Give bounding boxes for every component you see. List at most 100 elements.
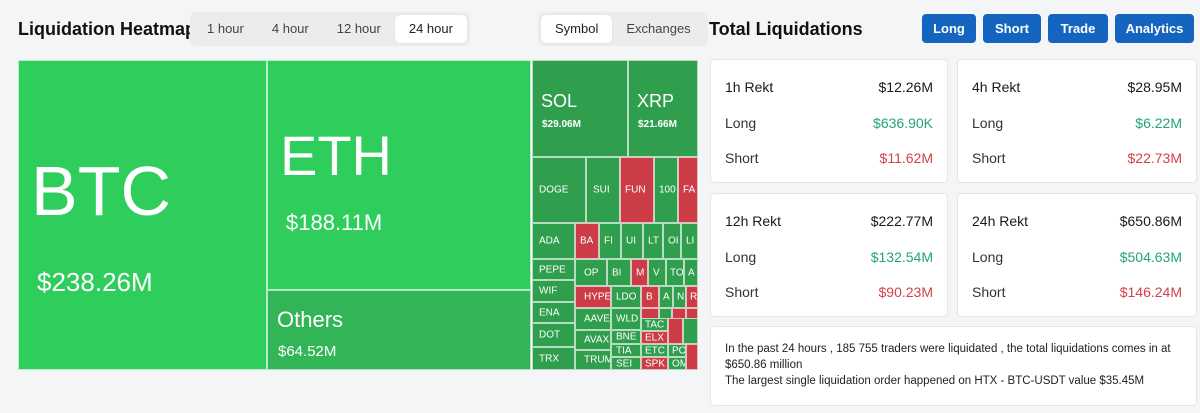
- tile-label: WIF: [539, 285, 558, 297]
- tile-label: AAVE: [584, 313, 610, 325]
- tab-exchanges[interactable]: Exchanges: [626, 21, 691, 36]
- tile-fun[interactable]: FUN: [620, 157, 654, 223]
- tile-label: UI: [626, 235, 636, 247]
- tile-tac[interactable]: TAC: [641, 318, 668, 331]
- tile-fa[interactable]: FA: [678, 157, 698, 223]
- tile-unlabeled-red[interactable]: [686, 344, 698, 370]
- stats-card-24h: 24h Rekt $650.86M Long $504.63M Short $1…: [957, 193, 1197, 317]
- card-header-row: 24h Rekt $650.86M: [972, 213, 1182, 229]
- card-header-row: 4h Rekt $28.95M: [972, 79, 1182, 95]
- tile-xrp[interactable]: XRP $21.66M: [628, 60, 698, 157]
- total-value: $650.86M: [1119, 213, 1182, 229]
- tile-lt[interactable]: LT: [643, 223, 663, 259]
- tile-sol[interactable]: SOL $29.06M: [532, 60, 628, 157]
- tile-doge[interactable]: DOGE: [532, 157, 586, 223]
- long-value: $132.54M: [870, 249, 933, 265]
- tile-label: M: [636, 267, 645, 278]
- tile-label: V: [653, 267, 660, 278]
- tile-spk[interactable]: SPK: [641, 357, 668, 370]
- tile-bne[interactable]: BNE: [611, 330, 641, 344]
- short-row: Short $90.23M: [725, 284, 933, 300]
- tile-tia[interactable]: TIA: [611, 344, 641, 357]
- tile-label: 100: [659, 184, 676, 196]
- tile-label: LDO: [616, 291, 637, 303]
- total-value: $222.77M: [870, 213, 933, 229]
- tile-dot[interactable]: DOT: [532, 323, 575, 347]
- tile-100[interactable]: 100: [654, 157, 678, 223]
- tile-etc[interactable]: ETC: [641, 344, 668, 357]
- short-value: $22.73M: [1127, 150, 1182, 166]
- tile-others[interactable]: Others $64.52M: [267, 290, 531, 370]
- tile-trx[interactable]: TRX: [532, 347, 575, 370]
- long-button[interactable]: Long: [922, 14, 976, 43]
- stats-card-12h: 12h Rekt $222.77M Long $132.54M Short $9…: [710, 193, 948, 317]
- long-row: Long $132.54M: [725, 249, 933, 265]
- trade-button[interactable]: Trade: [1048, 14, 1108, 43]
- tile-wif[interactable]: WIF: [532, 280, 575, 302]
- tile-unlabeled-red[interactable]: [668, 318, 683, 344]
- tab-symbol[interactable]: Symbol: [541, 15, 613, 43]
- tile-bi[interactable]: BI: [607, 259, 631, 286]
- short-label: Short: [725, 150, 759, 166]
- short-button[interactable]: Short: [983, 14, 1041, 43]
- tile-po[interactable]: PO: [668, 344, 686, 357]
- short-row: Short $11.62M: [725, 150, 933, 166]
- tile-op[interactable]: OP: [575, 259, 607, 286]
- tile-avax[interactable]: AVAX: [575, 330, 611, 350]
- tab-24-hour[interactable]: 24 hour: [394, 15, 467, 43]
- tile-ldo[interactable]: LDO: [611, 286, 641, 308]
- tile-n[interactable]: N: [673, 286, 686, 308]
- period-label: 24h Rekt: [972, 213, 1029, 229]
- tile-ada[interactable]: ADA: [532, 223, 575, 259]
- tile-trum[interactable]: TRUM: [575, 350, 611, 370]
- stats-card-4h: 4h Rekt $28.95M Long $6.22M Short $22.73…: [957, 59, 1197, 183]
- tile-sui[interactable]: SUI: [586, 157, 620, 223]
- tile-label: LI: [686, 235, 695, 247]
- tile-label: LT: [648, 235, 659, 247]
- period-label: 4h Rekt: [972, 79, 1021, 95]
- tile-om[interactable]: OM: [668, 357, 686, 370]
- tab-4-hour[interactable]: 4 hour: [271, 21, 309, 36]
- summary-largest-order: The largest single liquidation order hap…: [725, 375, 1145, 387]
- tile-eth[interactable]: ETH $188.11M: [267, 60, 531, 290]
- tile-ui[interactable]: UI: [621, 223, 643, 259]
- tile-btc[interactable]: BTC $238.26M: [18, 60, 267, 370]
- tile-label: R: [690, 291, 698, 303]
- tile-hype[interactable]: HYPE: [575, 286, 611, 308]
- long-label: Long: [972, 249, 1004, 265]
- long-row: Long $6.22M: [972, 115, 1182, 131]
- tile-unlabeled[interactable]: [683, 318, 698, 344]
- tile-label: TRX: [539, 353, 559, 364]
- tile-m[interactable]: M: [631, 259, 648, 286]
- tile-label: TIA: [616, 345, 632, 356]
- tile-aave[interactable]: AAVE: [575, 308, 611, 330]
- tile-ba[interactable]: BA: [575, 223, 599, 259]
- tile-v[interactable]: V: [648, 259, 666, 286]
- tile-label: N: [677, 291, 685, 303]
- long-value: $504.63M: [1119, 249, 1182, 265]
- tile-fi[interactable]: FI: [599, 223, 621, 259]
- tile-ena[interactable]: ENA: [532, 302, 575, 323]
- short-value: $146.24M: [1119, 284, 1182, 300]
- tile-a[interactable]: A: [684, 259, 698, 286]
- tile-oi[interactable]: OI: [663, 223, 681, 259]
- tab-12-hour[interactable]: 12 hour: [336, 21, 381, 36]
- tile-label: TAC: [645, 319, 665, 330]
- tile-to[interactable]: TO: [666, 259, 684, 286]
- total-liquidations-title: Total Liquidations: [709, 19, 863, 39]
- tile-pepe[interactable]: PEPE: [532, 259, 575, 280]
- tab-1-hour[interactable]: 1 hour: [207, 21, 244, 36]
- tile-label: FA: [683, 184, 696, 196]
- tile-elx[interactable]: ELX: [641, 331, 668, 344]
- tile-wld[interactable]: WLD: [611, 308, 641, 330]
- tile-li[interactable]: LI: [681, 223, 698, 259]
- tile-r[interactable]: R: [686, 286, 698, 308]
- analytics-button[interactable]: Analytics: [1115, 14, 1194, 43]
- summary-text: In the past 24 hours , 185 755 traders w…: [725, 343, 1171, 371]
- tile-label: ELX: [645, 332, 664, 343]
- tile-b[interactable]: B: [641, 286, 659, 308]
- tile-a2[interactable]: A: [659, 286, 673, 308]
- tile-sei[interactable]: SEI: [611, 357, 641, 370]
- tile-label: SEI: [616, 358, 633, 369]
- tile-label: XRP: [637, 91, 675, 111]
